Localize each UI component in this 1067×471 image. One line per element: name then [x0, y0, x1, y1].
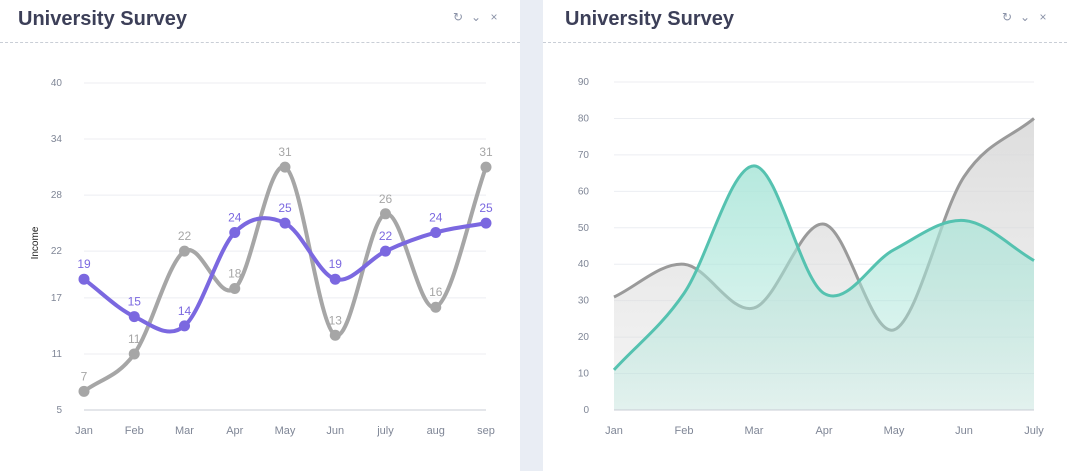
data-point [179, 245, 190, 257]
data-label: 15 [128, 295, 142, 309]
data-point [279, 161, 291, 173]
x-tick-label: sep [477, 425, 495, 437]
close-icon[interactable]: × [1039, 10, 1047, 24]
data-point [78, 273, 90, 285]
data-label: 14 [178, 304, 192, 318]
x-tick-label: Jun [955, 425, 973, 437]
survey-card-left: University Survey ↻ ⌄ × 5 11 17 22 28 34 40 Jan… [0, 0, 520, 471]
data-point [480, 161, 492, 173]
series-line [612, 164, 1035, 371]
y-tick-label: 50 [578, 223, 590, 234]
y-tick-label: 40 [51, 78, 63, 89]
data-point [279, 217, 291, 229]
data-point [480, 217, 492, 229]
data-label: 24 [228, 210, 242, 224]
data-point [128, 311, 140, 323]
data-label: 7 [81, 369, 88, 383]
y-tick-label: 22 [51, 246, 63, 257]
refresh-icon[interactable]: ↻ [1001, 10, 1013, 24]
data-point [380, 245, 391, 257]
data-label: 22 [178, 229, 192, 243]
data-label: 26 [379, 192, 393, 206]
y-tick-label: 10 [578, 369, 590, 380]
area-chart: 0 10 20 30 40 50 60 70 80 90 Jan Feb Mar Apr May Jun Jul… [578, 77, 1044, 437]
data-label: 24 [429, 210, 443, 224]
series-line [82, 165, 488, 394]
x-tick-label: Mar [175, 425, 194, 437]
data-point [229, 283, 241, 295]
series-1 [612, 164, 1035, 410]
data-point [179, 320, 190, 332]
card-title: University Survey [18, 8, 187, 30]
data-point [128, 348, 140, 360]
y-tick-label: 5 [56, 405, 62, 416]
data-point [78, 385, 90, 397]
x-tick-label: May [884, 425, 905, 437]
data-label: 16 [429, 285, 443, 299]
y-tick-label: 17 [51, 293, 63, 304]
data-label: 19 [77, 257, 91, 271]
y-tick-label: 11 [52, 349, 63, 360]
data-point [430, 301, 442, 313]
y-tick-label: 40 [578, 259, 590, 270]
refresh-icon[interactable]: ↻ [452, 10, 464, 24]
data-point [329, 273, 341, 285]
y-tick-label: 30 [578, 296, 590, 307]
x-tick-label: Mar [745, 425, 764, 437]
series-0: 7 11 22 18 31 13 26 16 31 [78, 145, 493, 397]
data-label: 25 [278, 201, 292, 215]
series-1: 19 15 14 24 25 19 22 24 25 [77, 201, 493, 334]
data-point [430, 226, 442, 238]
series-area [614, 165, 1034, 410]
survey-card-right: University Survey ↻ ⌄ × 0 10 20 30 40 50 60 70 8… [543, 0, 1067, 471]
card-title: University Survey [565, 8, 734, 30]
data-label: 19 [329, 257, 343, 271]
y-tick-label: 0 [583, 405, 589, 416]
series-line [613, 117, 1035, 332]
chevron-down-icon[interactable]: ⌄ [470, 10, 482, 24]
data-point [380, 208, 391, 220]
y-tick-label: 60 [578, 186, 590, 197]
y-tick-label: 28 [51, 190, 63, 201]
y-tick-label: 80 [578, 113, 590, 124]
line-chart: 5 11 17 22 28 34 40 Jan Feb Mar Apr May Jun july aug se… [30, 78, 495, 437]
x-tick-label: July [1024, 425, 1044, 437]
y-tick-label: 70 [578, 150, 590, 161]
data-label: 11 [128, 332, 141, 346]
y-tick-label: 20 [578, 332, 590, 343]
x-tick-label: Feb [675, 425, 694, 437]
y-tick-label: 90 [578, 77, 590, 88]
card-header: University Survey ↻ ⌄ × [543, 0, 1067, 43]
data-label: 31 [278, 145, 292, 159]
close-icon[interactable]: × [490, 10, 498, 24]
card-tools: ↻ ⌄ × [1001, 9, 1049, 25]
x-tick-label: Apr [226, 425, 243, 437]
y-axis-label: Income [30, 226, 41, 259]
card-tools: ↻ ⌄ × [452, 9, 500, 25]
data-label: 25 [479, 201, 493, 215]
card-header: University Survey ↻ ⌄ × [0, 0, 520, 43]
x-tick-label: Jan [605, 425, 623, 437]
data-point [329, 329, 341, 341]
x-tick-label: aug [427, 425, 445, 437]
x-tick-label: july [376, 425, 394, 437]
data-point [229, 226, 241, 238]
x-tick-label: May [275, 425, 296, 437]
series-line [82, 216, 488, 334]
x-tick-label: Feb [125, 425, 144, 437]
data-label: 18 [228, 267, 242, 281]
data-label: 13 [329, 313, 343, 327]
x-tick-label: Jun [326, 425, 344, 437]
data-label: 22 [379, 229, 393, 243]
x-tick-label: Jan [75, 425, 93, 437]
data-label: 31 [479, 145, 493, 159]
x-tick-label: Apr [815, 425, 832, 437]
y-tick-label: 34 [51, 134, 63, 145]
chevron-down-icon[interactable]: ⌄ [1019, 10, 1031, 24]
